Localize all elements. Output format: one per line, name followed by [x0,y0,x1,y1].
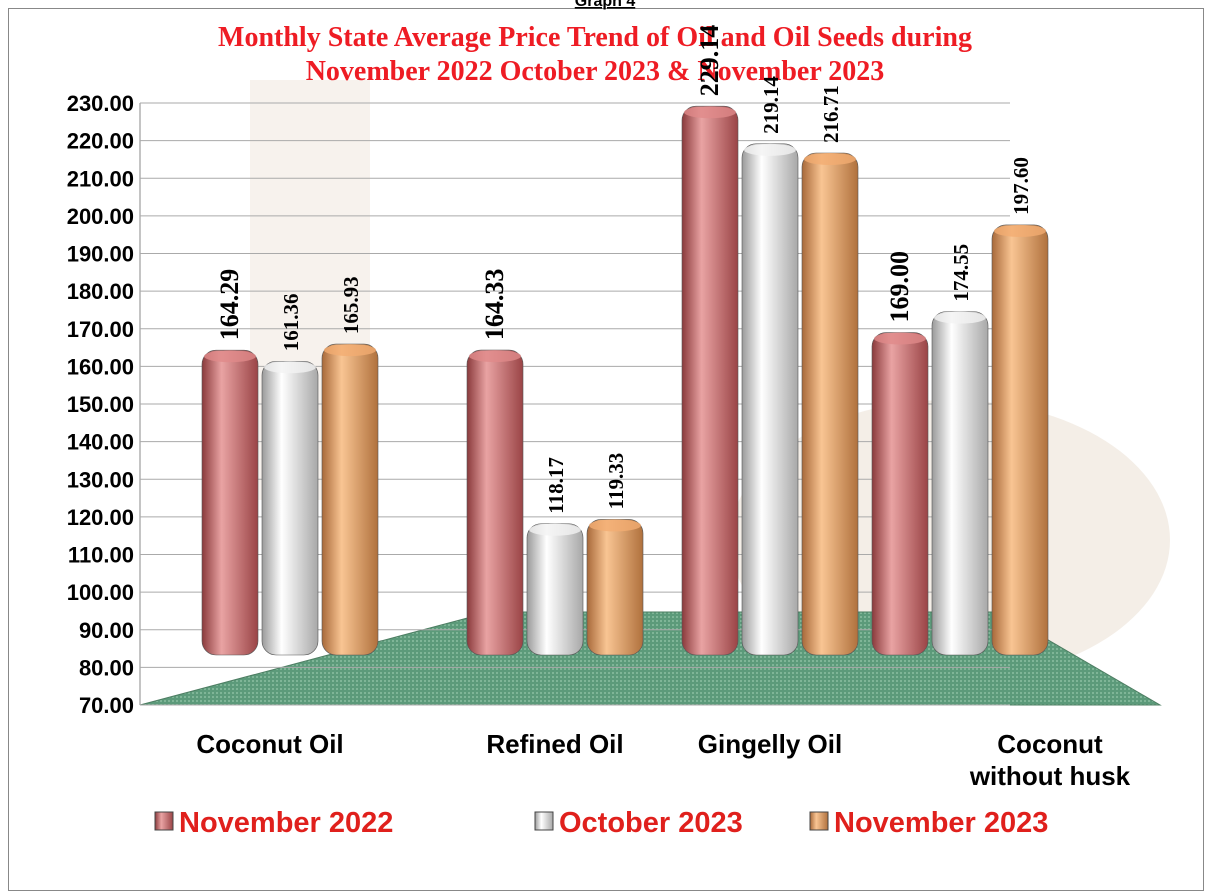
y-tick-label: 170.00 [67,317,134,342]
bar-top [744,143,796,156]
y-tick-label: 100.00 [67,580,134,605]
y-tick-label: 190.00 [67,242,134,267]
bar [741,143,799,656]
legend-label: November 2023 [834,807,1048,839]
x-tick-label: Gingelly Oil [697,729,843,759]
caption: Graph 4 [575,0,636,10]
bar [526,523,584,656]
y-tick-label: 120.00 [67,505,134,530]
data-label: 216.71 [819,85,843,143]
bar-top [934,311,986,324]
legend-swatch [809,811,829,831]
bar-top [469,350,521,363]
legend-label: November 2022 [179,807,393,839]
chart-title: November 2022 October 2023 & November 20… [306,56,885,87]
y-tick-label: 210.00 [67,166,134,191]
y-tick-label: 80.00 [79,655,134,680]
y-tick-label: 230.00 [67,91,134,116]
bar [801,152,859,656]
data-label: 169.00 [885,251,914,323]
bar [261,360,319,656]
bar-top [994,224,1046,237]
bar-top [324,344,376,357]
data-label: 219.14 [759,76,783,134]
y-tick-label: 180.00 [67,279,134,304]
y-tick-label: 160.00 [67,354,134,379]
y-tick-label: 130.00 [67,467,134,492]
y-tick-label: 150.00 [67,392,134,417]
bar-top [804,153,856,166]
y-tick-label: 90.00 [79,618,134,643]
data-label: 174.55 [949,244,973,302]
bar [991,224,1049,656]
y-tick-label: 220.00 [67,129,134,154]
bar-top [589,519,641,532]
bar [201,349,259,656]
bar [931,311,989,656]
data-label: 164.29 [215,269,244,341]
legend-label: October 2023 [559,807,743,839]
data-label: 164.33 [480,269,509,341]
y-tick-label: 200.00 [67,204,134,229]
bar [321,343,379,656]
bar [681,105,739,656]
data-label: 197.60 [1009,157,1033,215]
y-tick-label: 70.00 [79,693,134,718]
bar-top [529,523,581,536]
bar-top [684,106,736,119]
data-label: 229.14 [695,25,724,97]
y-tick-label: 140.00 [67,430,134,455]
data-label: 165.93 [339,276,363,334]
x-tick-label: Refined Oil [486,729,624,759]
x-tick-label: Coconut without husk [969,729,1131,791]
bar-top [874,332,926,345]
bar [586,519,644,656]
bar [871,332,929,656]
data-label: 119.33 [604,453,628,510]
chart-frame [8,8,1204,891]
data-label: 118.17 [544,457,568,514]
bar-top [264,361,316,374]
legend-swatch [154,811,174,831]
chart-title: Monthly State Average Price Trend of Oil… [218,22,972,53]
data-label: 161.36 [279,294,303,352]
legend-swatch [534,811,554,831]
bar-top [204,350,256,363]
bar [466,349,524,656]
x-tick-label: Coconut Oil [196,729,344,759]
y-tick-label: 110.00 [68,543,134,568]
